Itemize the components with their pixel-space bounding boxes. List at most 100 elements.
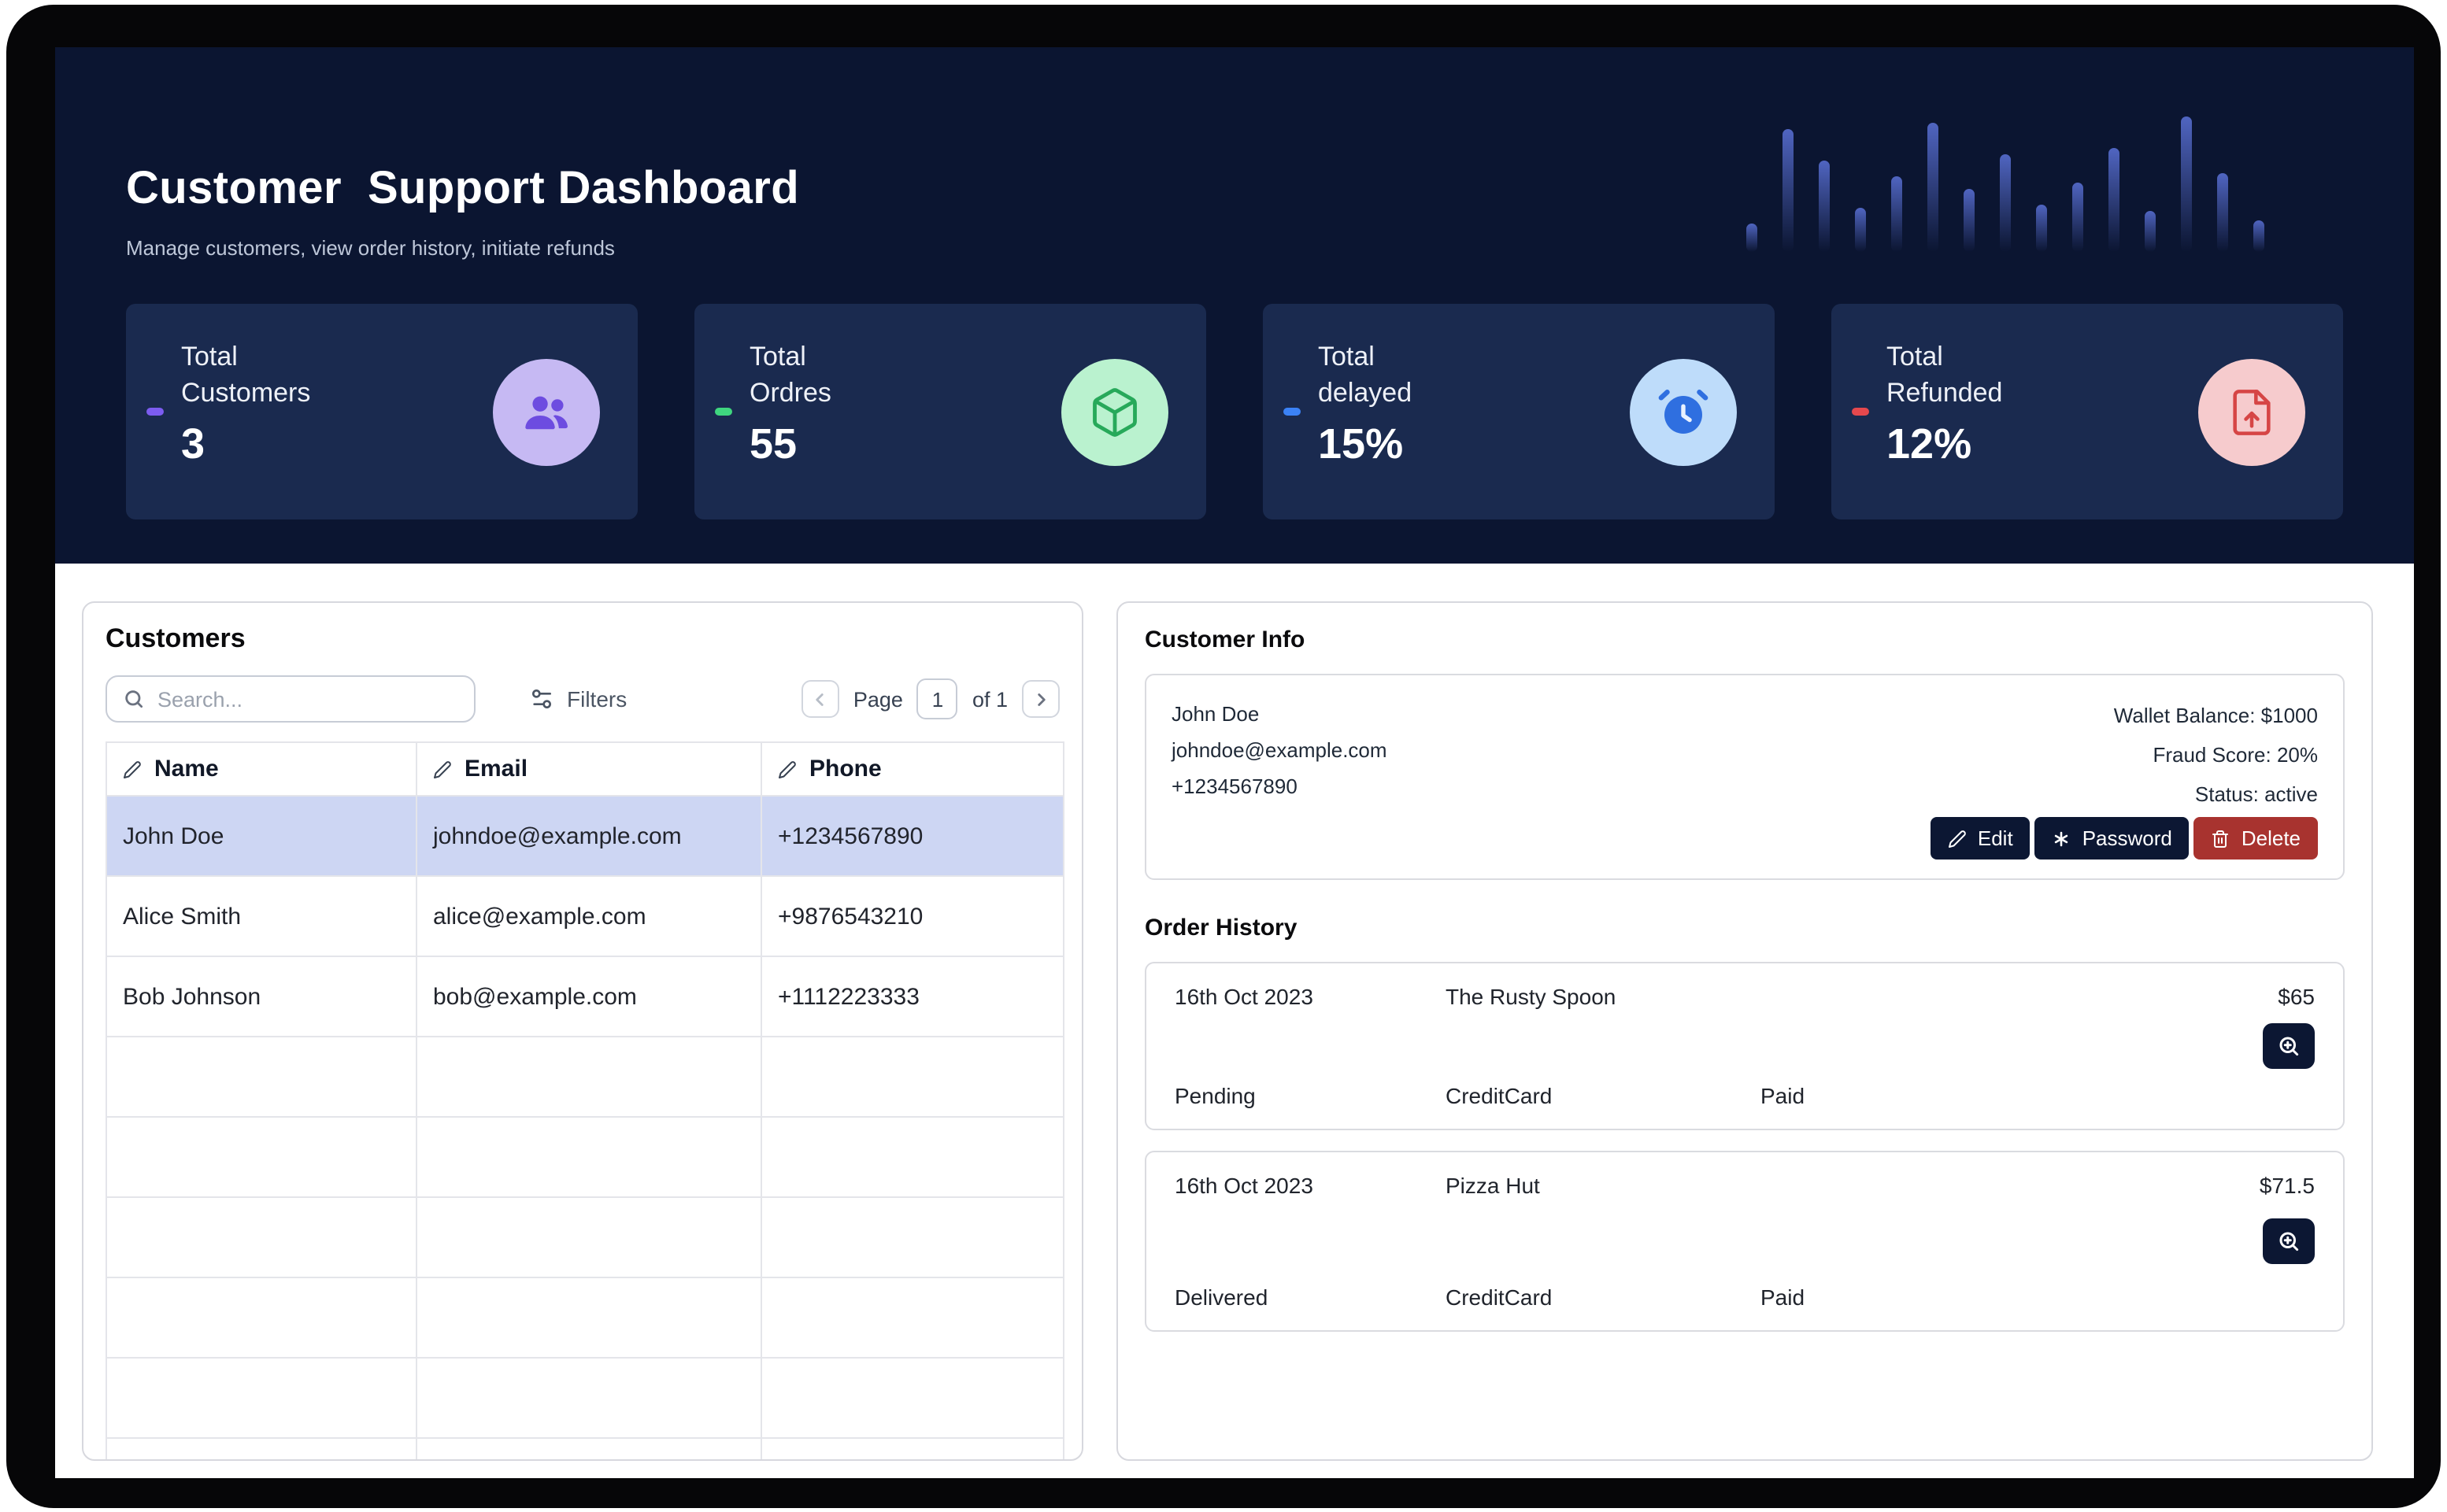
order-status: Pending xyxy=(1175,1083,1256,1108)
search-input[interactable] xyxy=(157,687,458,711)
customer-info-panel: Customer Info John Doe johndoe@example.c… xyxy=(1116,601,2373,1461)
table-row-bob-johnson[interactable]: Bob Johnson bob@example.com +1112223333 xyxy=(106,956,1064,1037)
pencil-icon xyxy=(433,760,452,778)
customers-panel: Customers Filters xyxy=(82,601,1083,1461)
cell-email: bob@example.com xyxy=(416,956,762,1037)
column-header-email[interactable]: Email xyxy=(416,741,762,797)
customer-email: johndoe@example.com xyxy=(1172,738,1387,762)
order-merchant: Pizza Hut xyxy=(1446,1173,1540,1198)
pagination: Page of 1 xyxy=(801,678,1060,719)
order-card: 16th Oct 2023 Pizza Hut $71.5 Delivered … xyxy=(1145,1151,2345,1332)
cell-name: Alice Smith xyxy=(106,875,417,957)
stat-label: Total delayed xyxy=(1318,342,1412,408)
stat-label: Total Customers xyxy=(181,342,311,408)
cell-phone: +9876543210 xyxy=(761,875,1064,957)
next-page-button[interactable] xyxy=(1022,680,1060,718)
stat-label: Total Ordres xyxy=(750,342,831,408)
edit-button[interactable]: Edit xyxy=(1930,817,2031,860)
cell-email: alice@example.com xyxy=(416,875,762,957)
page-title: Customer Support Dashboard xyxy=(126,164,800,214)
password-button[interactable]: Password xyxy=(2034,817,2190,860)
app-window: Customer Support Dashboard Manage custom… xyxy=(55,47,2414,1478)
alarm-clock-icon xyxy=(1630,358,1737,465)
stat-card-total-refunded: Total Refunded 12% xyxy=(1831,304,2343,519)
users-icon xyxy=(493,358,600,465)
decor-bars xyxy=(1746,66,2264,252)
customers-title: Customers xyxy=(106,623,246,653)
stat-value: 55 xyxy=(750,420,798,468)
pencil-icon xyxy=(123,760,142,778)
order-date: 16th Oct 2023 xyxy=(1175,984,1313,1009)
stat-accent-dash xyxy=(1283,408,1301,416)
filters-button[interactable]: Filters xyxy=(529,686,627,712)
filters-icon xyxy=(529,686,554,712)
column-header-phone[interactable]: Phone xyxy=(761,741,1064,797)
trash-icon xyxy=(2212,829,2230,848)
table-header-row: Name Email Phone xyxy=(106,741,1064,797)
stat-value: 15% xyxy=(1318,420,1404,468)
order-paid: Paid xyxy=(1760,1285,1805,1310)
stat-value: 12% xyxy=(1886,420,1972,468)
order-paid: Paid xyxy=(1760,1083,1805,1108)
cell-phone: +1234567890 xyxy=(761,795,1064,877)
wallet-balance: Wallet Balance: $1000 xyxy=(2113,704,2318,727)
zoom-in-icon xyxy=(2277,1034,2301,1058)
table-row-empty xyxy=(106,1357,1064,1439)
customer-status: Status: active xyxy=(2194,782,2318,806)
search-box[interactable] xyxy=(106,675,476,723)
file-up-icon xyxy=(2198,358,2305,465)
fraud-score: Fraud Score: 20% xyxy=(2153,743,2318,767)
zoom-in-icon xyxy=(2277,1229,2301,1253)
stat-accent-dash xyxy=(146,408,164,416)
prev-page-button[interactable] xyxy=(801,680,839,718)
customers-table: Name Email Phone xyxy=(106,741,1064,1459)
table-row-empty xyxy=(106,1196,1064,1278)
cell-email: johndoe@example.com xyxy=(416,795,762,877)
stat-value: 3 xyxy=(181,420,205,468)
order-card: 16th Oct 2023 The Rusty Spoon $65 Pendin… xyxy=(1145,962,2345,1130)
stat-accent-dash xyxy=(715,408,732,416)
order-merchant: The Rusty Spoon xyxy=(1446,984,1616,1009)
stat-accent-dash xyxy=(1852,408,1869,416)
cell-phone: +1112223333 xyxy=(761,956,1064,1037)
filters-label: Filters xyxy=(567,686,627,712)
order-history-title: Order History xyxy=(1145,915,1298,941)
order-payment: CreditCard xyxy=(1446,1285,1553,1310)
order-details-button[interactable] xyxy=(2263,1023,2315,1069)
customer-phone: +1234567890 xyxy=(1172,774,1298,798)
stat-card-total-customers: Total Customers 3 xyxy=(126,304,638,519)
order-payment: CreditCard xyxy=(1446,1083,1553,1108)
table-row-alice-smith[interactable]: Alice Smith alice@example.com +987654321… xyxy=(106,875,1064,957)
table-row-empty xyxy=(106,1116,1064,1198)
customer-info-box: John Doe johndoe@example.com +1234567890… xyxy=(1145,674,2345,880)
customer-info-title: Customer Info xyxy=(1145,627,1305,653)
table-row-empty xyxy=(106,1277,1064,1359)
order-details-button[interactable] xyxy=(2263,1218,2315,1264)
page-label: Page xyxy=(853,687,903,711)
cell-name: Bob Johnson xyxy=(106,956,417,1037)
page-of-label: of 1 xyxy=(972,687,1008,711)
stats-row: Total Customers 3 xyxy=(126,304,2343,519)
page-number-input[interactable] xyxy=(916,678,958,719)
package-icon xyxy=(1061,358,1168,465)
dashboard-header: Customer Support Dashboard Manage custom… xyxy=(55,47,2414,564)
search-icon xyxy=(123,688,145,710)
asterisk-icon xyxy=(2053,829,2071,848)
order-status: Delivered xyxy=(1175,1285,1268,1310)
pencil-icon xyxy=(1948,829,1967,848)
cell-name: John Doe xyxy=(106,795,417,877)
order-amount: $65 xyxy=(2278,984,2315,1009)
customer-name: John Doe xyxy=(1172,702,1260,726)
order-amount: $71.5 xyxy=(2259,1173,2315,1198)
order-date: 16th Oct 2023 xyxy=(1175,1173,1313,1198)
stat-card-total-orders: Total Ordres 55 xyxy=(694,304,1206,519)
column-header-name[interactable]: Name xyxy=(106,741,417,797)
page-subtitle: Manage customers, view order history, in… xyxy=(126,236,615,260)
table-row-empty xyxy=(106,1036,1064,1118)
table-row-empty xyxy=(106,1437,1064,1459)
stat-label: Total Refunded xyxy=(1886,342,2003,408)
pencil-icon xyxy=(778,760,797,778)
delete-button[interactable]: Delete xyxy=(2193,817,2318,860)
table-row-john-doe[interactable]: John Doe johndoe@example.com +1234567890 xyxy=(106,795,1064,877)
